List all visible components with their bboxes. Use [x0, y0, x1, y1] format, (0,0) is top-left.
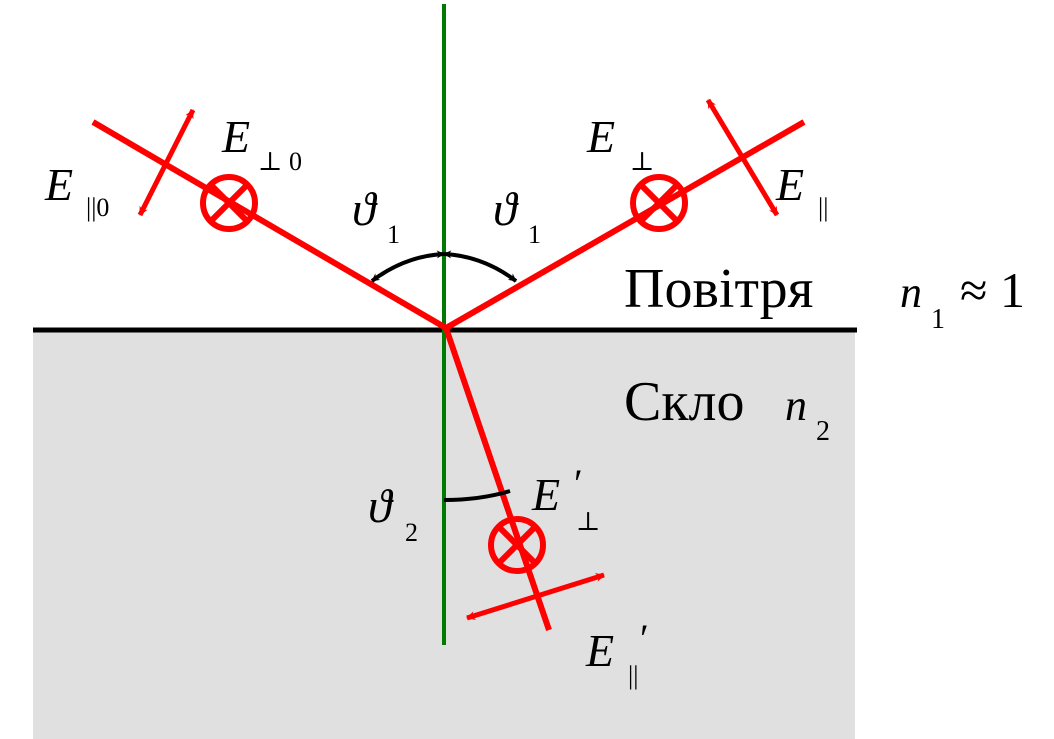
air-label: Повітря [624, 258, 813, 320]
incidence-angle-sub: 1 [387, 220, 400, 249]
reflection-angle-sub: 1 [528, 220, 541, 249]
incident-perp-label-symbol: E [221, 111, 250, 162]
refracted-par-label-sub: || [628, 661, 638, 690]
refracted-perp-label-sub: ⊥ [576, 507, 600, 536]
reflected-perp-label-symbol: E [586, 111, 615, 162]
refracted-perp-label-symbol: E [531, 469, 560, 520]
glass-index-symbol: n [785, 381, 807, 430]
refraction-angle-symbol: ϑ [368, 480, 394, 533]
reflected-par-field-arrow [705, 98, 780, 217]
incident-par-field-arrow [137, 108, 196, 217]
incident-perp-label-sub: ⊥ 0 [258, 147, 302, 176]
air-index-symbol: n [900, 268, 922, 317]
refracted-par-label-prime: ′ [640, 616, 649, 661]
incident-par-label-symbol: E [44, 159, 73, 210]
reflected-perp-label-sub: ⊥ [630, 147, 654, 176]
incidence-angle-symbol: ϑ [352, 183, 378, 236]
reflection-angle-symbol: ϑ [493, 183, 519, 236]
reflection-angle-arc [443, 250, 518, 283]
reflected-par-label-symbol: E [775, 159, 804, 210]
air-index-relation: ≈ 1 [960, 262, 1025, 318]
glass-index-sub: 2 [816, 416, 830, 447]
reflected-perp-field-icon [630, 174, 688, 232]
refracted-perp-label-prime: ′ [574, 461, 583, 506]
air-index-sub: 1 [931, 304, 945, 335]
refracted-par-label-symbol: E [585, 625, 614, 676]
refraction-angle-arc [443, 489, 511, 502]
incident-par-label-sub: ||0 [86, 193, 109, 222]
incident-perp-field-icon [200, 174, 258, 232]
refracted-par-field-arrow [466, 572, 605, 621]
refracted-perp-field-icon [488, 516, 546, 574]
refraction-angle-sub: 2 [405, 518, 418, 547]
reflected-par-label-sub: || [818, 193, 828, 222]
glass-label: Скло [624, 371, 745, 433]
incidence-angle-arc [370, 250, 445, 283]
